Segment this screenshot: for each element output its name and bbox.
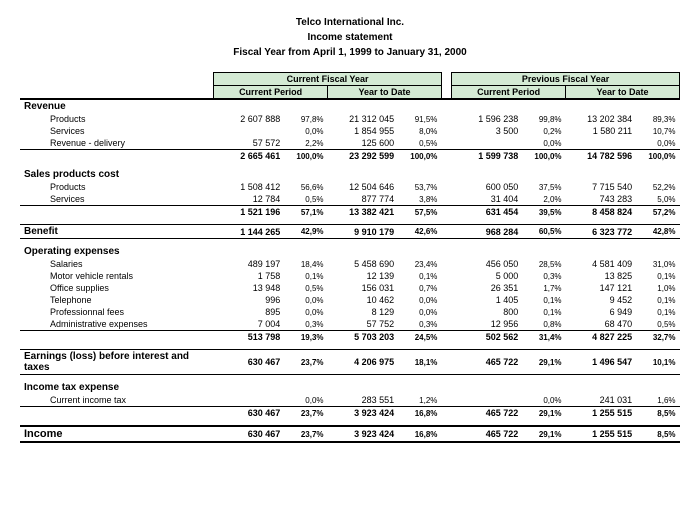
section-income: Income <box>20 426 214 442</box>
section-tax: Income tax expense <box>20 381 214 394</box>
report-header: Telco International Inc. Income statemen… <box>20 15 680 60</box>
col-prev-current-period: Current Period <box>452 86 566 100</box>
col-current-period: Current Period <box>214 86 328 100</box>
section-benefit: Benefit <box>20 225 214 239</box>
table-row: Current income tax0,0%283 5511,2%0,0%241… <box>20 394 680 407</box>
income-statement-table: Current Fiscal Year Previous Fiscal Year… <box>20 72 680 443</box>
table-row: Professionnal fees8950,0%8 1290,0%8000,1… <box>20 306 680 318</box>
table-row: Services0,0%1 854 9558,0%3 5000,2%1 580 … <box>20 125 680 137</box>
table-row: Revenue - delivery57 5722,2%125 6000,5%0… <box>20 137 680 150</box>
col-year-to-date: Year to Date <box>328 86 442 100</box>
table-row: Services12 7840,5%877 7743,8%31 4042,0%7… <box>20 193 680 206</box>
col-group-previous: Previous Fiscal Year <box>452 73 680 86</box>
table-row: Motor vehicle rentals1 7580,1%12 1390,1%… <box>20 270 680 282</box>
table-row: 513 79819,3%5 703 20324,5%502 56231,4%4 … <box>20 331 680 344</box>
table-row: Earnings (loss) before interest and taxe… <box>20 350 680 375</box>
table-row: Products1 508 41256,6%12 504 64653,7%600… <box>20 181 680 193</box>
section-cost: Sales products cost <box>20 168 214 181</box>
company-name: Telco International Inc. <box>20 15 680 30</box>
table-row: 1 521 19657,1%13 382 42157,5%631 45439,5… <box>20 206 680 219</box>
table-row: Salaries489 19718,4%5 458 69023,4%456 05… <box>20 258 680 270</box>
section-opex: Operating expenses <box>20 245 214 258</box>
section-ebit: Earnings (loss) before interest and taxe… <box>20 350 214 375</box>
section-revenue: Revenue <box>20 99 214 113</box>
table-row: Office supplies13 9480,5%156 0310,7%26 3… <box>20 282 680 294</box>
table-row: 630 46723,7%3 923 42416,8%465 72229,1%1 … <box>20 407 680 420</box>
col-prev-year-to-date: Year to Date <box>566 86 680 100</box>
report-period: Fiscal Year from April 1, 1999 to Januar… <box>20 45 680 60</box>
table-row: Administrative expenses7 0040,3%57 7520,… <box>20 318 680 331</box>
report-title: Income statement <box>20 30 680 45</box>
table-row: Products2 607 88897,8%21 312 04591,5%1 5… <box>20 113 680 125</box>
col-group-current: Current Fiscal Year <box>214 73 442 86</box>
table-row: Income630 46723,7%3 923 42416,8%465 7222… <box>20 426 680 442</box>
table-row: Benefit1 144 26542,9%9 910 17942,6%968 2… <box>20 225 680 239</box>
table-row: 2 665 461100,0%23 292 599100,0%1 599 738… <box>20 150 680 163</box>
table-row: Telephone9960,0%10 4620,0%1 4050,1%9 452… <box>20 294 680 306</box>
